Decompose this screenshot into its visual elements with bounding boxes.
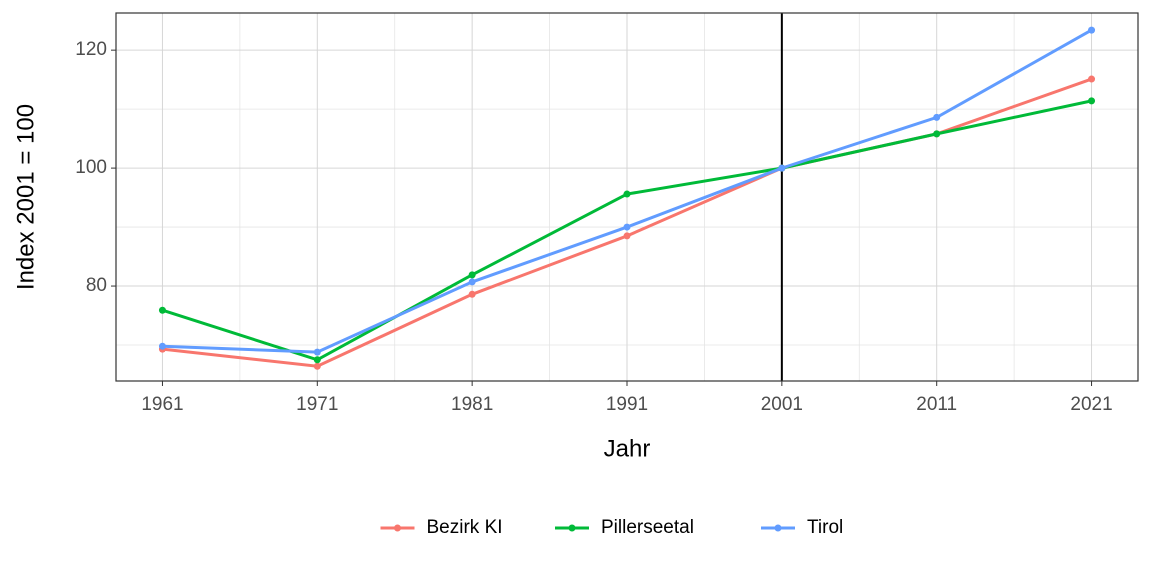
x-axis-label: Jahr — [604, 435, 651, 462]
point — [778, 164, 786, 172]
point — [933, 130, 941, 138]
point — [1088, 26, 1096, 34]
point — [158, 306, 166, 314]
point — [623, 223, 631, 231]
legend-key-point — [394, 524, 401, 532]
x-tick-label: 2021 — [1070, 394, 1112, 415]
point — [313, 356, 321, 364]
x-tick-label: 1961 — [141, 394, 183, 415]
x-tick-label: 2001 — [761, 394, 803, 415]
point — [313, 348, 321, 356]
x-tick-label: 1991 — [606, 394, 648, 415]
x-tick-label: 1981 — [451, 394, 493, 415]
legend-label: Bezirk KI — [427, 517, 503, 538]
point — [1088, 97, 1096, 105]
y-axis-label: Index 2001 = 100 — [12, 104, 39, 290]
point — [623, 190, 631, 198]
x-tick-label: 1971 — [296, 394, 338, 415]
legend-label: Tirol — [807, 517, 843, 538]
point — [468, 278, 476, 286]
y-tick-label: 120 — [75, 39, 107, 60]
y-tick-label: 80 — [86, 275, 107, 296]
legend-label: Pillerseetal — [601, 517, 694, 538]
point — [1088, 75, 1096, 83]
point — [468, 271, 476, 279]
panel-border — [115, 12, 1139, 382]
point — [313, 362, 321, 370]
legend-key-point — [568, 524, 576, 532]
y-tick-label: 100 — [75, 157, 107, 178]
point — [623, 232, 631, 240]
legend-key-point — [774, 524, 782, 532]
x-tick-label: 2011 — [916, 394, 957, 415]
point — [468, 290, 476, 298]
point — [933, 113, 941, 121]
point — [158, 342, 166, 350]
